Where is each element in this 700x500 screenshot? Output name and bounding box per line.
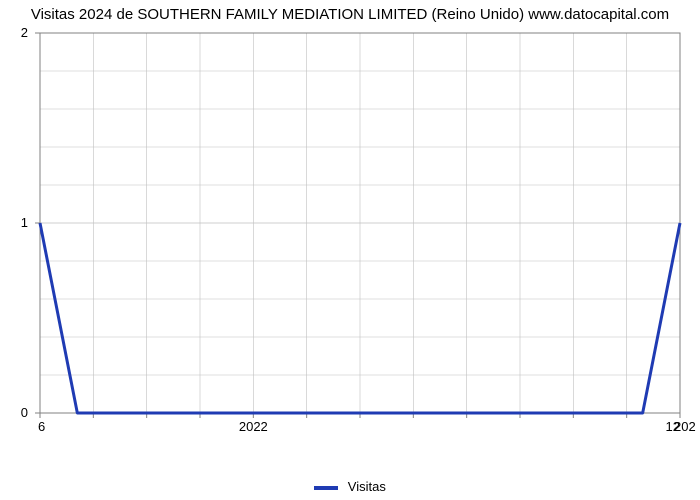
legend: Visitas [0,479,700,494]
chart-svg: 0126202212202 [0,28,700,458]
svg-text:2022: 2022 [239,419,268,434]
chart-title: Visitas 2024 de SOUTHERN FAMILY MEDIATIO… [0,0,700,23]
svg-text:0: 0 [21,405,28,420]
svg-text:6: 6 [38,419,45,434]
legend-swatch [314,486,338,490]
svg-text:1: 1 [21,215,28,230]
legend-label: Visitas [348,479,386,494]
svg-text:202: 202 [674,419,696,434]
svg-text:2: 2 [21,28,28,40]
chart-area: 0126202212202 [0,28,700,458]
